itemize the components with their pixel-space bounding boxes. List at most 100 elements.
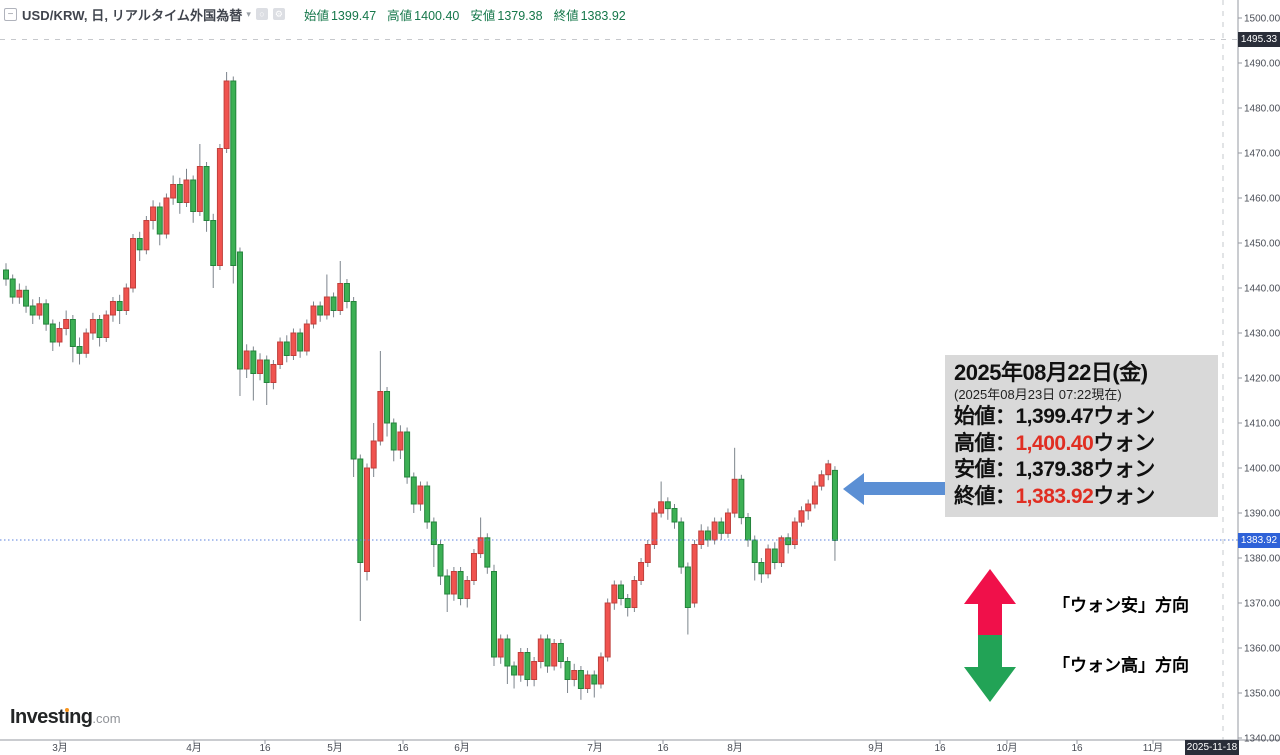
visibility-icon[interactable]: ○ [255, 8, 268, 20]
candle [664, 497, 671, 520]
candle [818, 470, 825, 491]
candle [704, 526, 711, 547]
candle [751, 535, 758, 581]
won-strong-direction-label: 「ウォン高」方向 [1053, 656, 1189, 675]
candle [537, 634, 544, 669]
candle [210, 213, 217, 288]
candle [718, 517, 725, 540]
candle [724, 508, 731, 538]
candle [156, 202, 163, 246]
candle [684, 562, 691, 635]
annotation-date: 2025年08月22日(金) [954, 360, 1148, 385]
ohlc-row-高値: 高値：1,400.40ウォン [954, 431, 1155, 455]
candle [624, 594, 631, 617]
candle [805, 499, 812, 520]
time-axis-label: 9月 [868, 742, 884, 754]
candle [397, 425, 404, 459]
candle [136, 231, 143, 261]
candle [103, 310, 110, 342]
candle [791, 517, 798, 549]
time-axis-label: 3月 [52, 742, 68, 754]
price-axis-label: 1440.00 [1244, 284, 1280, 295]
time-axis[interactable]: 3月 4月 16 5月 16 6月 7月 16 8月 9月 16 10月 16 11月 [52, 740, 1163, 754]
time-axis-label: 11月 [1143, 742, 1163, 754]
candle [216, 144, 223, 270]
candle [771, 542, 778, 570]
candle [170, 175, 177, 205]
investing-logo[interactable]: Investı ng.com [10, 706, 121, 729]
candle [477, 517, 484, 558]
candle [83, 328, 90, 358]
time-axis-label: 10月 [996, 742, 1017, 754]
legend-open: 始値 1399.47 [303, 8, 377, 23]
candle [444, 569, 451, 612]
price-axis-label: 1470.00 [1244, 149, 1280, 160]
candle [290, 328, 297, 360]
settings-icon[interactable]: ⚙ [272, 8, 285, 20]
candle [203, 162, 210, 232]
won-strong-down-arrow-icon [964, 635, 1016, 702]
annotation-rows: 始値：1,399.47ウォン 高値：1,400.40ウォン 安値：1,379.38ウ… [954, 404, 1209, 510]
candle [424, 481, 431, 529]
symbol-title[interactable]: USD/KRW, 日, リアルタイム外国為替 [22, 7, 243, 23]
candle [524, 648, 531, 687]
candle [711, 517, 718, 545]
candle [671, 504, 678, 529]
candle [223, 72, 230, 153]
candle [597, 652, 604, 689]
candle [798, 506, 805, 527]
candle [63, 310, 70, 336]
candle [731, 447, 738, 518]
candle [577, 666, 584, 700]
collapse-icon[interactable]: − [4, 7, 17, 21]
candle [150, 200, 157, 230]
candle [16, 283, 23, 304]
time-axis-label: 7月 [587, 742, 603, 754]
price-axis-label: 1420.00 [1244, 374, 1280, 385]
price-axis-label: 1430.00 [1244, 329, 1280, 340]
price-axis[interactable]: 1500.00 1490.00 1480.00 1470.00 1460.00 1450.… [1238, 14, 1280, 745]
won-weak-direction-label: 「ウォン安」方向 [1053, 596, 1189, 615]
candle [484, 533, 491, 574]
price-axis-label: 1380.00 [1244, 554, 1280, 565]
candle [196, 144, 203, 216]
ohlc-row-始値: 始値：1,399.47ウォン [954, 405, 1155, 428]
time-axis-label: 4月 [186, 742, 202, 754]
candle [323, 274, 330, 320]
candle [357, 454, 364, 621]
candle [123, 283, 130, 315]
price-axis-label: 1390.00 [1244, 509, 1280, 520]
candle [384, 387, 391, 437]
candle [504, 634, 511, 684]
legend-low: 安値 1379.38 [470, 8, 543, 23]
candle [310, 301, 317, 329]
candle [491, 564, 497, 666]
time-axis-label: 16 [397, 743, 409, 754]
price-axis-label: 1480.00 [1244, 104, 1280, 115]
candle [317, 301, 324, 322]
price-axis-label: 1450.00 [1244, 239, 1280, 250]
candle [69, 315, 76, 363]
time-axis-label: 8月 [727, 742, 743, 754]
price-axis-label: 1360.00 [1244, 644, 1280, 655]
candle [778, 535, 785, 567]
annotation-asof: (2025年08月23日 07:22現在) [954, 387, 1122, 402]
candle [343, 279, 350, 309]
candle [183, 168, 190, 207]
price-axis-label: 1410.00 [1244, 419, 1280, 430]
candle [49, 319, 56, 351]
candle [497, 634, 504, 664]
candle [3, 263, 9, 286]
candle [283, 335, 290, 363]
price-axis-label: 1350.00 [1244, 689, 1280, 700]
candle [758, 558, 765, 583]
candle [745, 513, 752, 547]
chevron-down-icon[interactable]: ▾ [246, 8, 251, 19]
candle [658, 481, 665, 518]
candle [96, 315, 103, 347]
candle [430, 517, 437, 567]
time-axis-label: 16 [1071, 743, 1083, 754]
candle [29, 299, 36, 324]
